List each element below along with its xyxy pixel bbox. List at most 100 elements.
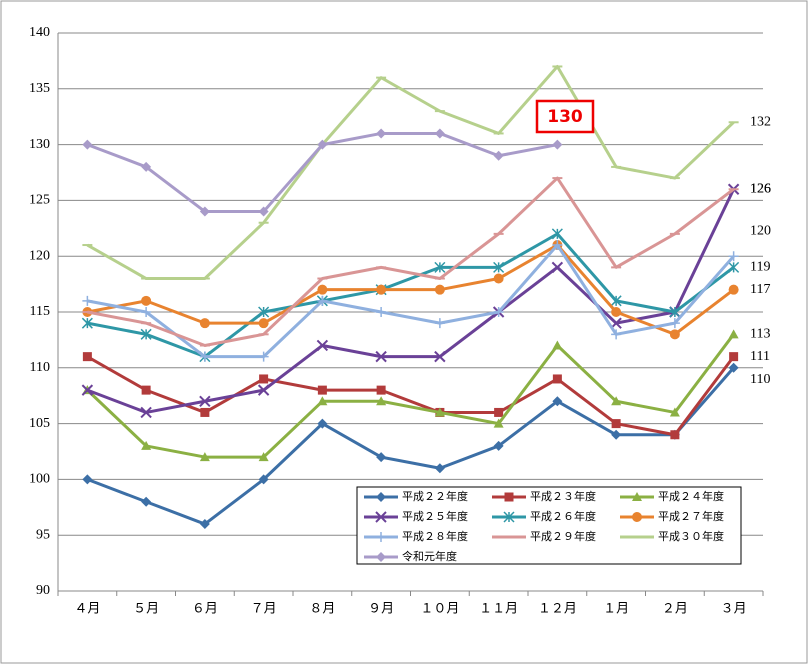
y-tick-label: 115 xyxy=(30,304,50,319)
data-label: 111 xyxy=(750,349,770,364)
marker xyxy=(611,429,622,440)
marker xyxy=(728,251,739,262)
marker xyxy=(81,317,93,329)
y-tick-label: 95 xyxy=(36,527,50,542)
highlight-label: 130 xyxy=(547,107,583,127)
marker xyxy=(199,452,210,462)
marker xyxy=(670,430,680,440)
marker xyxy=(611,329,622,340)
marker xyxy=(632,492,642,501)
marker xyxy=(434,407,445,417)
series-line xyxy=(86,355,735,437)
marker xyxy=(434,318,445,329)
marker xyxy=(552,374,562,384)
marker xyxy=(493,273,504,284)
marker xyxy=(611,307,622,317)
legend-label: 平成２７年度 xyxy=(658,509,724,523)
marker xyxy=(493,418,504,428)
series-line xyxy=(87,232,735,359)
marker xyxy=(610,295,622,307)
legend-label: 平成２２年度 xyxy=(402,489,468,503)
marker xyxy=(199,519,210,530)
marker xyxy=(434,350,446,363)
marker xyxy=(258,351,269,362)
marker xyxy=(552,396,563,407)
marker xyxy=(140,406,152,419)
marker xyxy=(493,261,505,273)
marker xyxy=(199,318,210,329)
marker xyxy=(729,352,739,362)
marker xyxy=(728,261,740,273)
marker xyxy=(611,419,621,429)
legend-label: 平成２９年度 xyxy=(530,529,596,543)
x-tick-label: ７月 xyxy=(251,602,277,617)
marker xyxy=(316,339,329,352)
marker xyxy=(317,385,327,395)
marker xyxy=(493,307,504,317)
marker xyxy=(317,284,328,295)
highlight-box xyxy=(535,99,595,134)
marker xyxy=(669,329,680,340)
x-tick-label: １月 xyxy=(603,602,629,617)
marker xyxy=(199,206,210,217)
marker xyxy=(82,352,92,362)
marker xyxy=(376,128,387,139)
marker xyxy=(551,228,563,240)
marker xyxy=(376,552,386,562)
marker xyxy=(375,350,387,363)
marker xyxy=(376,396,387,406)
marker xyxy=(434,261,446,273)
legend-label: 平成２８年度 xyxy=(402,529,468,543)
marker xyxy=(493,150,504,161)
marker xyxy=(669,318,680,329)
series-line xyxy=(87,176,735,347)
marker xyxy=(317,418,328,429)
marker xyxy=(257,384,270,396)
x-tick-label: １２月 xyxy=(538,602,577,617)
marker xyxy=(376,452,387,463)
series-line xyxy=(86,188,735,414)
x-tick-label: ９月 xyxy=(368,602,394,617)
data-label: 110 xyxy=(750,372,770,387)
series-line xyxy=(87,243,735,359)
data-label: 132 xyxy=(750,114,771,129)
marker xyxy=(141,496,152,507)
marker xyxy=(669,306,681,318)
marker xyxy=(493,440,504,451)
legend-label: 平成２５年度 xyxy=(402,509,468,523)
x-tick-label: １０月 xyxy=(420,602,459,617)
marker xyxy=(258,318,269,329)
x-tick-label: ２月 xyxy=(662,602,688,617)
marker xyxy=(376,307,387,317)
marker xyxy=(82,295,93,306)
legend-label: 令和元年度 xyxy=(402,549,457,563)
marker xyxy=(199,351,210,362)
marker xyxy=(552,340,563,350)
y-tick-label: 140 xyxy=(29,25,50,40)
series-line xyxy=(87,243,735,336)
marker xyxy=(141,295,152,306)
marker xyxy=(376,532,386,542)
marker xyxy=(728,284,739,295)
data-label: 126 xyxy=(750,181,771,196)
x-tick-label: ８月 xyxy=(309,602,335,617)
marker xyxy=(259,374,269,384)
marker xyxy=(611,396,622,406)
marker xyxy=(317,139,328,150)
legend-box xyxy=(356,486,742,565)
marker xyxy=(610,317,622,329)
data-label: 117 xyxy=(750,282,770,297)
y-tick-label: 105 xyxy=(29,416,50,431)
y-tick-label: 120 xyxy=(29,248,50,263)
marker xyxy=(503,511,515,523)
x-tick-label: ５月 xyxy=(133,602,159,617)
marker xyxy=(140,328,152,340)
y-tick-label: 90 xyxy=(36,583,50,598)
marker xyxy=(552,139,563,150)
marker xyxy=(258,474,269,485)
marker xyxy=(434,128,445,139)
y-tick-label: 135 xyxy=(29,81,50,96)
marker xyxy=(669,407,680,417)
marker xyxy=(375,511,387,523)
marker xyxy=(376,385,386,395)
